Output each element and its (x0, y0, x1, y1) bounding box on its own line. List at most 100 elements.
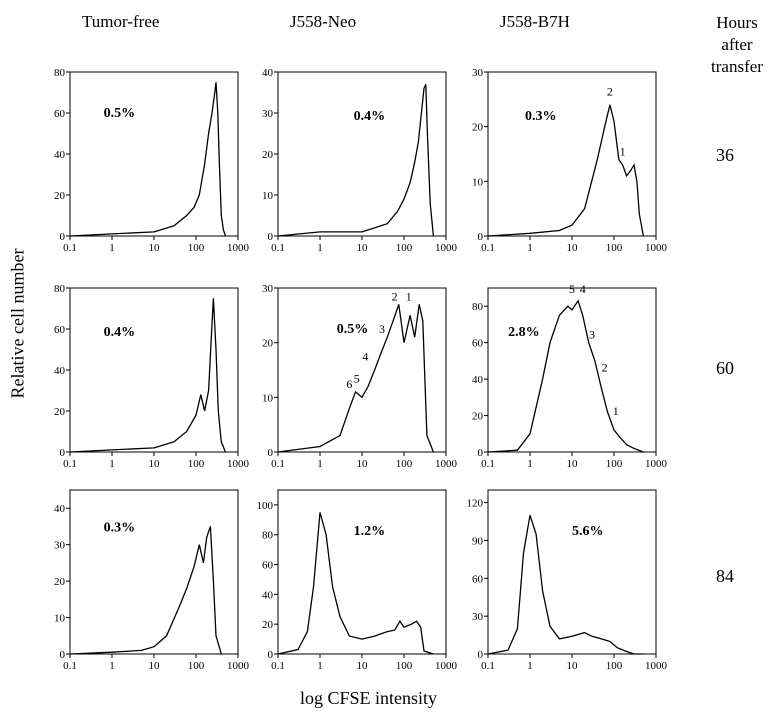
x-tick-label: 100 (606, 458, 623, 470)
y-tick-label: 20 (472, 411, 484, 423)
x-tick-label: 10 (567, 660, 579, 672)
percent-label: 0.3% (525, 109, 557, 124)
x-tick-label: 10 (357, 242, 369, 254)
x-tick-label: 1000 (645, 660, 668, 672)
y-tick-label: 10 (54, 613, 66, 625)
panel-j558-b7h-36h: 0 10 20 30 0.1 1 10 100 1000 0.3% 2 1 (472, 67, 668, 254)
y-tick-label: 0 (268, 231, 274, 243)
x-tick-label: 1000 (645, 458, 668, 470)
hours-header-line1: Hours after (716, 13, 758, 54)
row-label-36: 36 (716, 145, 734, 165)
x-tick-label: 0.1 (63, 660, 77, 672)
y-tick-label: 10 (262, 392, 274, 404)
x-tick-label: 1000 (227, 660, 250, 672)
y-tick-label: 90 (472, 535, 484, 547)
percent-label: 5.6% (572, 524, 604, 539)
x-tick-label: 100 (396, 660, 413, 672)
panel-tumor-free-84h: 0 10 20 30 40 0.1 1 10 100 1000 0.3% (54, 489, 250, 672)
y-tick-label: 100 (257, 500, 274, 512)
x-tick-label: 1000 (227, 458, 250, 470)
column-header-j558-b7h: J558-B7H (500, 12, 570, 31)
y-tick-label: 20 (262, 619, 274, 631)
panel-frame (487, 287, 657, 453)
histogram-line (277, 84, 435, 237)
y-tick-label: 20 (54, 190, 66, 202)
y-tick-label: 40 (262, 67, 274, 79)
x-tick-label: 10 (567, 458, 579, 470)
peak-label: 1 (613, 404, 619, 418)
x-tick-label: 100 (606, 660, 623, 672)
y-tick-label: 0 (478, 231, 484, 243)
peak-label: 5 (569, 282, 575, 296)
column-header-j558-neo: J558-Neo (290, 12, 357, 31)
peak-label: 2 (602, 360, 608, 374)
panel-j558-neo-84h: 0 20 40 60 80 100 0.1 1 10 100 1000 1.2% (257, 489, 458, 672)
y-tick-label: 60 (262, 560, 274, 572)
x-tick-label: 1 (109, 458, 115, 470)
histogram-line (487, 299, 644, 453)
x-tick-label: 0.1 (271, 242, 285, 254)
y-tick-label: 40 (54, 503, 66, 515)
y-tick-label: 0 (60, 649, 66, 661)
x-tick-label: 100 (188, 660, 205, 672)
x-tick-label: 10 (357, 458, 369, 470)
peak-label: 5 (354, 371, 360, 385)
peak-label: 6 (346, 377, 352, 391)
y-tick-label: 30 (472, 67, 484, 79)
peak-label: 3 (589, 328, 595, 342)
percent-label: 0.4% (104, 325, 136, 340)
y-tick-label: 30 (262, 108, 274, 120)
y-tick-label: 120 (467, 498, 484, 510)
x-tick-label: 100 (188, 242, 205, 254)
y-tick-label: 10 (262, 190, 274, 202)
peak-label: 2 (607, 84, 613, 98)
histogram-line (69, 298, 227, 453)
x-tick-label: 1000 (435, 458, 458, 470)
y-tick-label: 80 (54, 67, 66, 79)
row-label-84: 84 (716, 566, 734, 586)
y-tick-label: 0 (268, 447, 274, 459)
hours-header: Hours after transfer (706, 12, 768, 78)
panel-frame (487, 71, 657, 237)
x-tick-label: 100 (188, 458, 205, 470)
percent-label: 1.2% (354, 524, 386, 539)
peak-label: 4 (362, 350, 368, 364)
peak-label: 2 (392, 289, 398, 303)
percent-label: 2.8% (508, 325, 540, 340)
x-tick-label: 10 (357, 660, 369, 672)
x-tick-label: 1000 (645, 242, 668, 254)
percent-label: 0.5% (104, 106, 136, 121)
y-tick-label: 80 (54, 283, 66, 295)
panel-frame (69, 71, 239, 237)
x-tick-label: 100 (396, 458, 413, 470)
y-tick-label: 0 (478, 649, 484, 661)
y-tick-label: 30 (262, 283, 274, 295)
x-tick-label: 1 (109, 660, 115, 672)
x-tick-label: 100 (606, 242, 623, 254)
y-tick-label: 20 (262, 338, 274, 350)
column-header-tumor-free: Tumor-free (82, 12, 160, 31)
y-tick-label: 0 (478, 447, 484, 459)
percent-label: 0.3% (104, 521, 136, 536)
y-tick-label: 80 (472, 301, 484, 313)
x-tick-label: 100 (396, 242, 413, 254)
x-tick-label: 1 (527, 458, 533, 470)
x-tick-label: 1 (527, 660, 533, 672)
peak-label: 4 (580, 282, 586, 296)
y-tick-label: 20 (262, 149, 274, 161)
x-tick-label: 0.1 (271, 458, 285, 470)
x-tick-label: 1 (317, 660, 323, 672)
y-tick-label: 0 (60, 447, 66, 459)
x-tick-label: 10 (149, 458, 161, 470)
y-tick-label: 0 (268, 649, 274, 661)
y-tick-label: 40 (54, 365, 66, 377)
histogram-line (277, 304, 435, 453)
x-tick-label: 1000 (435, 242, 458, 254)
histogram-line (69, 526, 222, 655)
y-tick-label: 20 (54, 576, 66, 588)
panel-j558-b7h-60h: 0 20 40 60 80 0.1 1 10 100 1000 2.8% 5 4 3 2 1 (472, 282, 668, 470)
peak-label: 1 (620, 144, 626, 158)
y-tick-label: 60 (54, 108, 66, 120)
